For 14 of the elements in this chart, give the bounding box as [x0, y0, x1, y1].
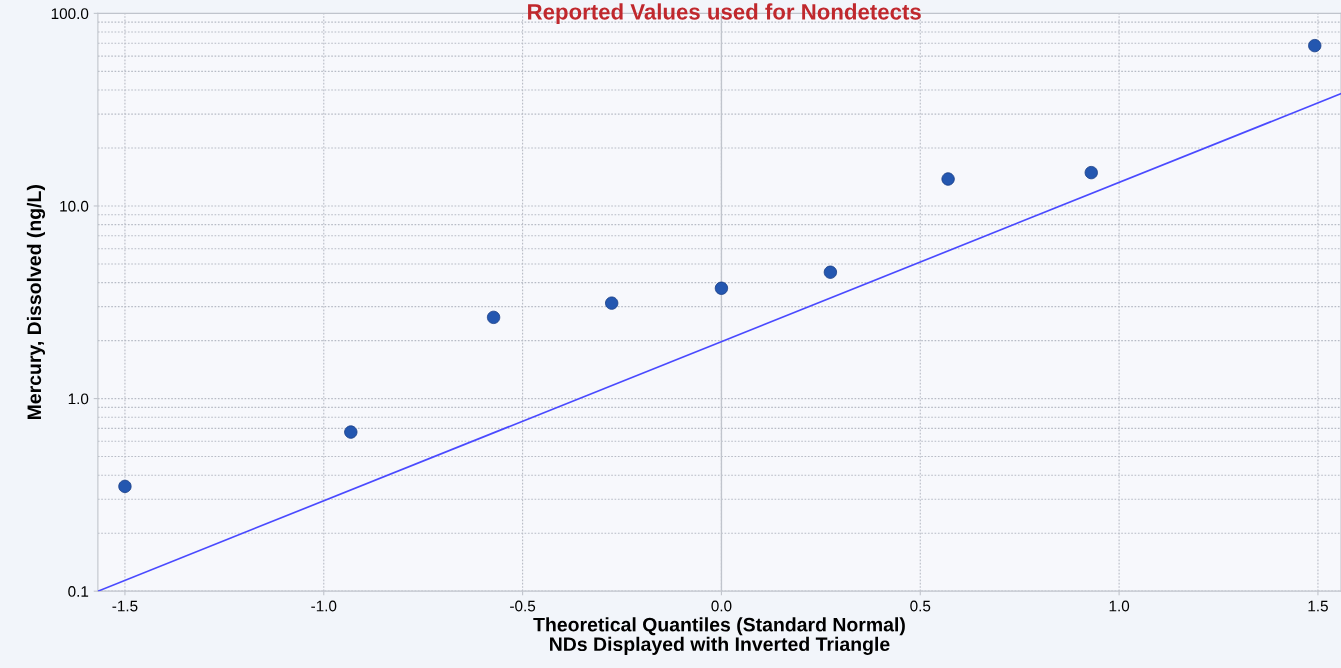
y-tick-label: 100.0: [51, 8, 89, 20]
y-tick-label: 1.0: [68, 393, 89, 405]
x-tick-label: -0.5: [510, 600, 536, 612]
y-axis-title: Mercury, Dissolved (ng/L): [26, 185, 46, 420]
x-tick-label: 0.5: [910, 600, 931, 612]
y-tick-label: 10.0: [60, 200, 89, 212]
chart-title: Reported Values used for Nondetects: [528, 3, 921, 25]
x-tick-label: 1.5: [1308, 600, 1328, 612]
y-tick-label: 0.1: [68, 586, 89, 597]
x-axis-title: Theoretical Quantiles (Standard Normal) NDs Displayed with Inverted Triangle: [533, 617, 905, 655]
x-tick-label: 0.0: [711, 600, 732, 612]
x-tick-label: -1.0: [311, 600, 337, 612]
x-tick-label: 1.0: [1109, 600, 1130, 612]
x-tick-label: -1.5: [112, 600, 138, 612]
